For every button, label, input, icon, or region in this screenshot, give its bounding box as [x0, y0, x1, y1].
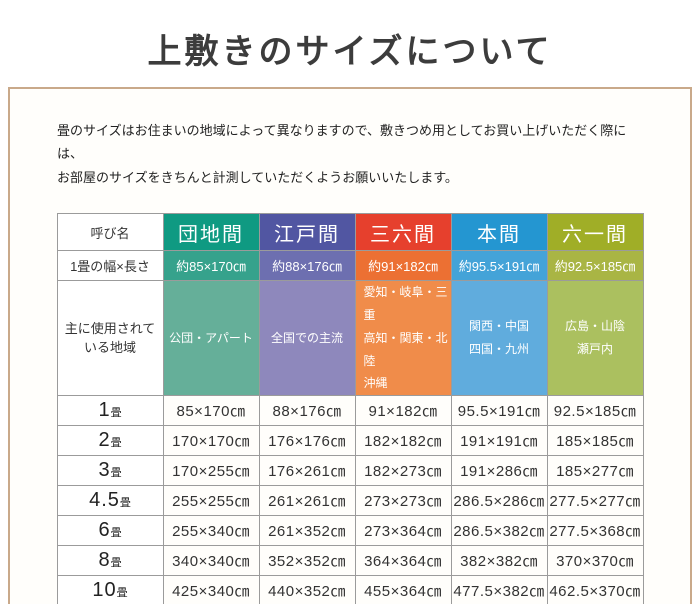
mat-size-cell: 約92.5×185㎝ [546, 250, 644, 282]
size-value-cell: 191×286㎝ [450, 455, 548, 487]
size-value-cell: 286.5×382㎝ [450, 515, 548, 547]
size-value-cell: 277.5×277㎝ [546, 485, 644, 517]
size-value-cell: 364×364㎝ [354, 545, 452, 577]
mat-count-label: 2畳 [56, 425, 164, 457]
size-value-cell: 92.5×185㎝ [546, 395, 644, 427]
size-value-cell: 273×364㎝ [354, 515, 452, 547]
size-table: 呼び名 団地間 江戸間 三六間 本間 六一間 1畳の幅×長さ 約85×170㎝ 約88×176㎝… [56, 213, 644, 604]
region-cell: 愛知・岐阜・三重 高知・関東・北陸 沖縄 [354, 280, 452, 397]
size-value-cell: 277.5×368㎝ [546, 515, 644, 547]
size-value-cell: 286.5×286㎝ [450, 485, 548, 517]
content-panel: 畳のサイズはお住まいの地域によって異なりますので、敷きつめ用としてお買い上げいた… [8, 87, 692, 604]
mat-size-cell: 約85×170㎝ [162, 250, 260, 282]
mat-unit: 畳 [110, 467, 122, 480]
size-value-cell: 185×277㎝ [546, 455, 644, 487]
size-value-cell: 182×273㎝ [354, 455, 452, 487]
size-value-cell: 273×273㎝ [354, 485, 452, 517]
mat-count: 3 [98, 459, 111, 482]
size-value-cell: 477.5×382㎝ [450, 575, 548, 604]
column-header: 江戸間 [258, 213, 356, 252]
mat-count: 10 [92, 579, 117, 602]
size-value-cell: 88×176㎝ [258, 395, 356, 427]
size-value-cell: 455×364㎝ [354, 575, 452, 604]
column-header: 本間 [450, 213, 548, 252]
size-value-cell: 191×191㎝ [450, 425, 548, 457]
size-value-cell: 440×352㎝ [258, 575, 356, 604]
size-value-cell: 170×170㎝ [162, 425, 260, 457]
column-header: 団地間 [162, 213, 260, 252]
mat-size-cell: 約91×182㎝ [354, 250, 452, 282]
mat-count-label: 6畳 [56, 515, 164, 547]
mat-count-label: 3畳 [56, 455, 164, 487]
mat-count-label: 1畳 [56, 395, 164, 427]
mat-count: 4.5 [89, 489, 120, 512]
size-value-cell: 352×352㎝ [258, 545, 356, 577]
region-row-label: 主に使用されて いる地域 [56, 280, 164, 397]
size-value-cell: 261×352㎝ [258, 515, 356, 547]
size-value-cell: 176×176㎝ [258, 425, 356, 457]
mat-count: 2 [98, 429, 111, 452]
mat-size-cell: 約88×176㎝ [258, 250, 356, 282]
mat-unit: 畳 [110, 407, 122, 420]
size-value-cell: 370×370㎝ [546, 545, 644, 577]
size-value-cell: 382×382㎝ [450, 545, 548, 577]
region-cell: 全国での主流 [258, 280, 356, 397]
corner-header: 呼び名 [56, 213, 164, 252]
size-value-cell: 170×255㎝ [162, 455, 260, 487]
size-value-cell: 462.5×370㎝ [546, 575, 644, 604]
size-value-cell: 95.5×191㎝ [450, 395, 548, 427]
size-value-cell: 185×185㎝ [546, 425, 644, 457]
size-value-cell: 255×255㎝ [162, 485, 260, 517]
intro-text: 畳のサイズはお住まいの地域によって異なりますので、敷きつめ用としてお買い上げいた… [57, 119, 643, 189]
mat-count: 8 [98, 549, 111, 572]
mat-unit: 畳 [110, 437, 122, 450]
mat-unit: 畳 [110, 557, 122, 570]
column-header: 三六間 [354, 213, 452, 252]
region-cell: 広島・山陰 瀬戸内 [546, 280, 644, 397]
mat-unit: 畳 [116, 587, 128, 600]
mat-unit: 畳 [119, 497, 131, 510]
size-value-cell: 85×170㎝ [162, 395, 260, 427]
intro-line-2: お部屋のサイズをきちんと計測していただくようお願いいたします。 [57, 169, 458, 185]
size-value-cell: 340×340㎝ [162, 545, 260, 577]
mat-count-label: 8畳 [56, 545, 164, 577]
mat-count-label: 10畳 [56, 575, 164, 604]
intro-line-1: 畳のサイズはお住まいの地域によって異なりますので、敷きつめ用としてお買い上げいた… [57, 123, 627, 162]
size-value-cell: 255×340㎝ [162, 515, 260, 547]
column-header: 六一間 [546, 213, 644, 252]
size-value-cell: 182×182㎝ [354, 425, 452, 457]
mat-count: 1 [98, 399, 111, 422]
size-value-cell: 91×182㎝ [354, 395, 452, 427]
size-value-cell: 176×261㎝ [258, 455, 356, 487]
region-cell: 関西・中国 四国・九州 [450, 280, 548, 397]
size-value-cell: 261×261㎝ [258, 485, 356, 517]
mat-unit: 畳 [110, 527, 122, 540]
size-value-cell: 425×340㎝ [162, 575, 260, 604]
mat-count-label: 4.5畳 [56, 485, 164, 517]
mat-size-cell: 約95.5×191㎝ [450, 250, 548, 282]
size-row-label: 1畳の幅×長さ [56, 250, 164, 282]
mat-count: 6 [98, 519, 111, 542]
region-cell: 公団・アパート [162, 280, 260, 397]
page-title: 上敷きのサイズについて [147, 34, 553, 71]
